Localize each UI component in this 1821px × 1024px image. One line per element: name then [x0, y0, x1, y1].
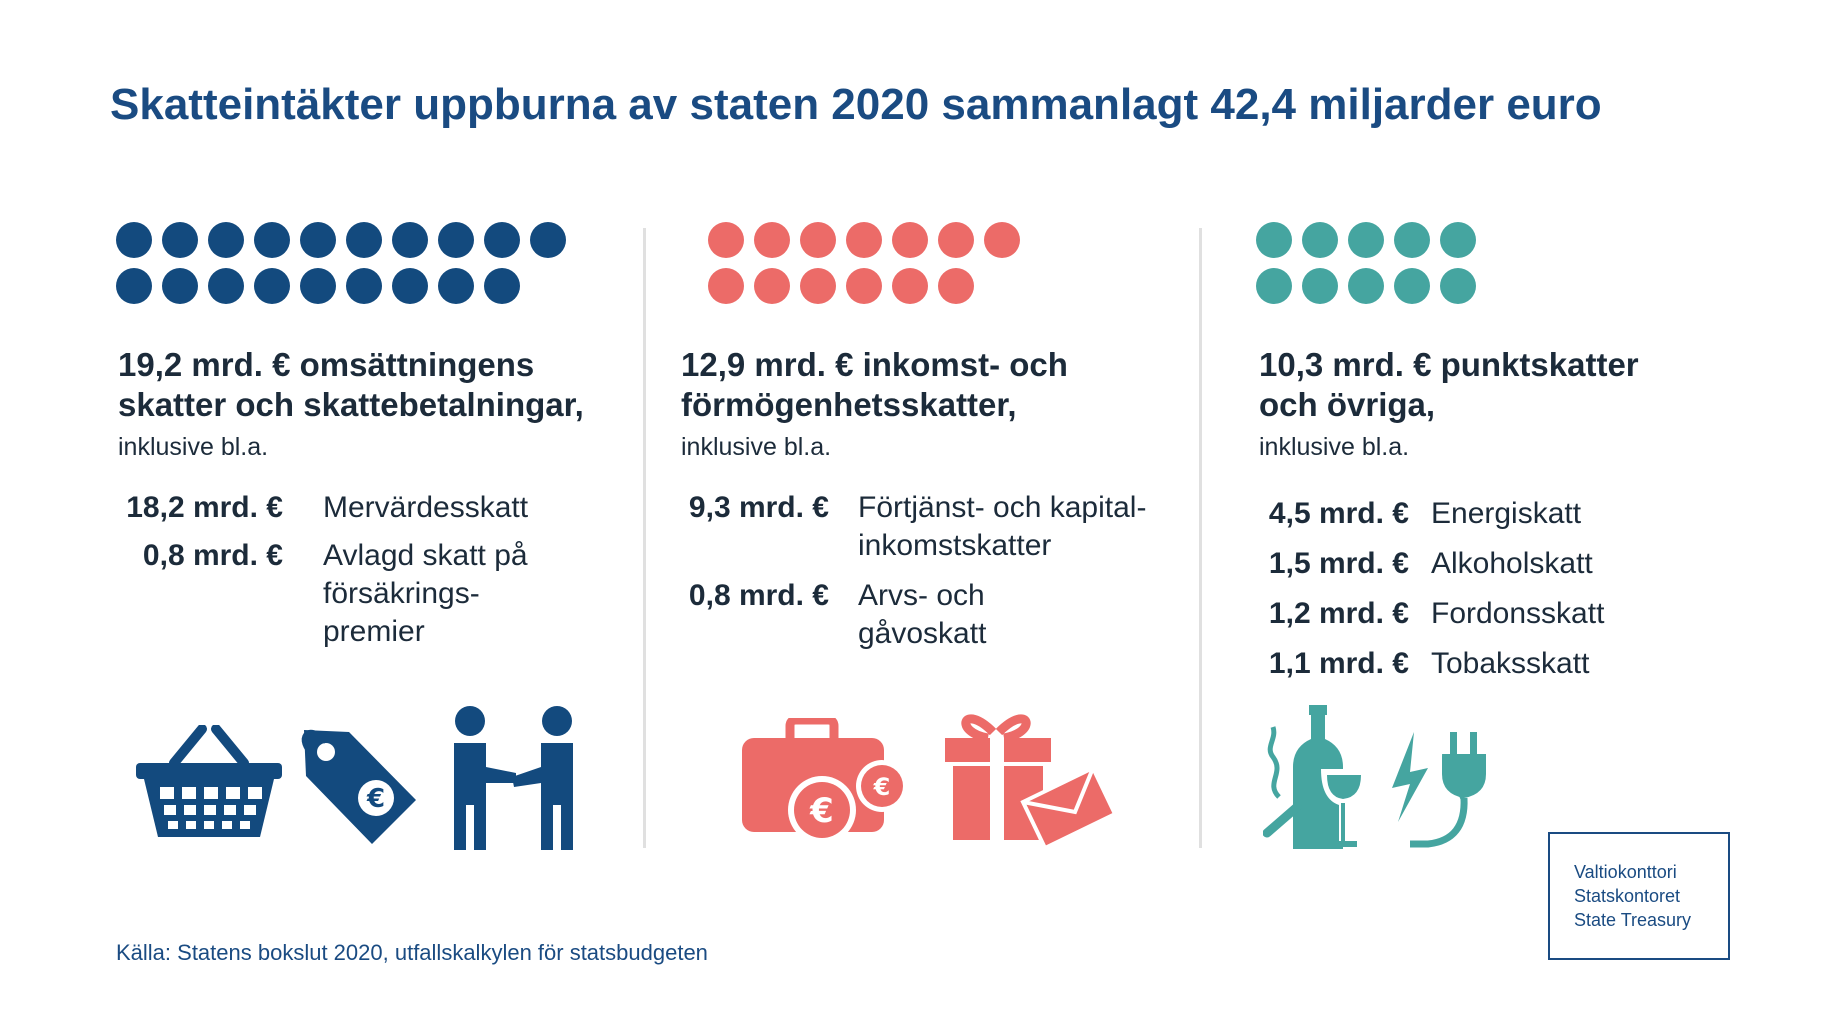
handshake-people-icon — [454, 706, 573, 850]
item-label: Arvs- och gåvoskatt — [858, 579, 987, 650]
value-dot — [1394, 222, 1430, 258]
item-label: Avlagd skatt på försäkrings- premier — [323, 539, 528, 648]
value-dot — [116, 268, 152, 304]
value-dot — [162, 222, 198, 258]
value-dot — [300, 268, 336, 304]
item-amount: 1,1 mrd. € — [1268, 647, 1409, 680]
column-divider-2 — [1199, 228, 1202, 848]
value-dot — [1348, 268, 1384, 304]
item-amount: 4,5 mrd. € — [1268, 497, 1409, 530]
item-label: Tobaksskatt — [1431, 647, 1590, 680]
svg-text:€: € — [873, 773, 891, 801]
category-1-heading: 19,2 mrd. € omsättningens skatter och sk… — [118, 346, 584, 423]
logo-line-2: Statskontoret — [1574, 886, 1681, 906]
category-2-heading: 12,9 mrd. € inkomst- och förmögenhetsska… — [681, 346, 1068, 423]
value-dot — [1440, 268, 1476, 304]
category-3-heading: 10,3 mrd. € punktskatter och övriga, — [1259, 346, 1639, 423]
value-dot — [208, 222, 244, 258]
value-dot — [708, 268, 744, 304]
value-dot — [438, 222, 474, 258]
category-2-inclusive: inklusive bl.a. — [681, 433, 832, 461]
value-dot — [1440, 222, 1476, 258]
value-dot — [300, 222, 336, 258]
value-dot — [708, 222, 744, 258]
gift-envelope-icon — [945, 714, 1118, 847]
value-dot — [1394, 268, 1430, 304]
item-amount: 9,3 mrd. € — [688, 491, 829, 524]
item-amount: 0,8 mrd. € — [142, 539, 283, 572]
item-label: Energiskatt — [1431, 497, 1582, 530]
value-dot — [938, 268, 974, 304]
category-1-inclusive: inklusive bl.a. — [118, 433, 269, 461]
value-dot — [484, 222, 520, 258]
item-amount: 18,2 mrd. € — [126, 491, 283, 524]
value-dot — [254, 268, 290, 304]
page-title: Skatteintäkter uppburna av staten 2020 s… — [110, 80, 1602, 129]
value-dot — [346, 222, 382, 258]
value-dot — [892, 222, 928, 258]
value-dot — [984, 222, 1020, 258]
shopping-basket-icon — [136, 725, 282, 837]
value-dot — [346, 268, 382, 304]
svg-text:€: € — [366, 784, 385, 814]
item-amount: 0,8 mrd. € — [688, 579, 829, 612]
value-dot — [892, 268, 928, 304]
source-note: Källa: Statens bokslut 2020, utfallskalk… — [116, 940, 708, 965]
logo-line-1: Valtiokonttori — [1574, 862, 1677, 882]
value-dot — [938, 222, 974, 258]
value-dot — [392, 268, 428, 304]
state-treasury-logo: Valtiokonttori Statskontoret State Treas… — [1548, 832, 1730, 960]
column-divider-1 — [643, 228, 646, 848]
logo-line-3: State Treasury — [1574, 910, 1692, 930]
value-dot — [1256, 268, 1292, 304]
svg-text:€: € — [809, 791, 834, 831]
item-label: Alkoholskatt — [1431, 547, 1593, 580]
value-dot — [116, 222, 152, 258]
value-dot — [754, 268, 790, 304]
value-dot — [846, 268, 882, 304]
item-label: Mervärdesskatt — [323, 491, 529, 524]
value-dot — [754, 222, 790, 258]
value-dot — [800, 222, 836, 258]
value-dot — [1302, 222, 1338, 258]
item-amount: 1,2 mrd. € — [1268, 597, 1409, 630]
value-dot — [800, 268, 836, 304]
item-label: Fordonsskatt — [1431, 597, 1605, 630]
value-dot — [392, 222, 428, 258]
bottle-glass-cigarette-icon — [1263, 705, 1367, 849]
value-dot — [1302, 268, 1338, 304]
value-dot — [846, 222, 882, 258]
value-dot — [1256, 222, 1292, 258]
briefcase-euro-icon: € € — [742, 718, 908, 844]
value-dot — [1348, 222, 1384, 258]
value-dot — [254, 222, 290, 258]
value-dot — [530, 222, 566, 258]
value-dot — [208, 268, 244, 304]
category-3-inclusive: inklusive bl.a. — [1259, 433, 1410, 461]
item-amount: 1,5 mrd. € — [1268, 547, 1409, 580]
price-tag-euro-icon: € — [301, 729, 416, 844]
electric-plug-icon — [1392, 732, 1486, 848]
item-label: Förtjänst- och kapital- inkomstskatter — [858, 491, 1147, 562]
value-dot — [162, 268, 198, 304]
value-dot — [438, 268, 474, 304]
value-dot — [484, 268, 520, 304]
